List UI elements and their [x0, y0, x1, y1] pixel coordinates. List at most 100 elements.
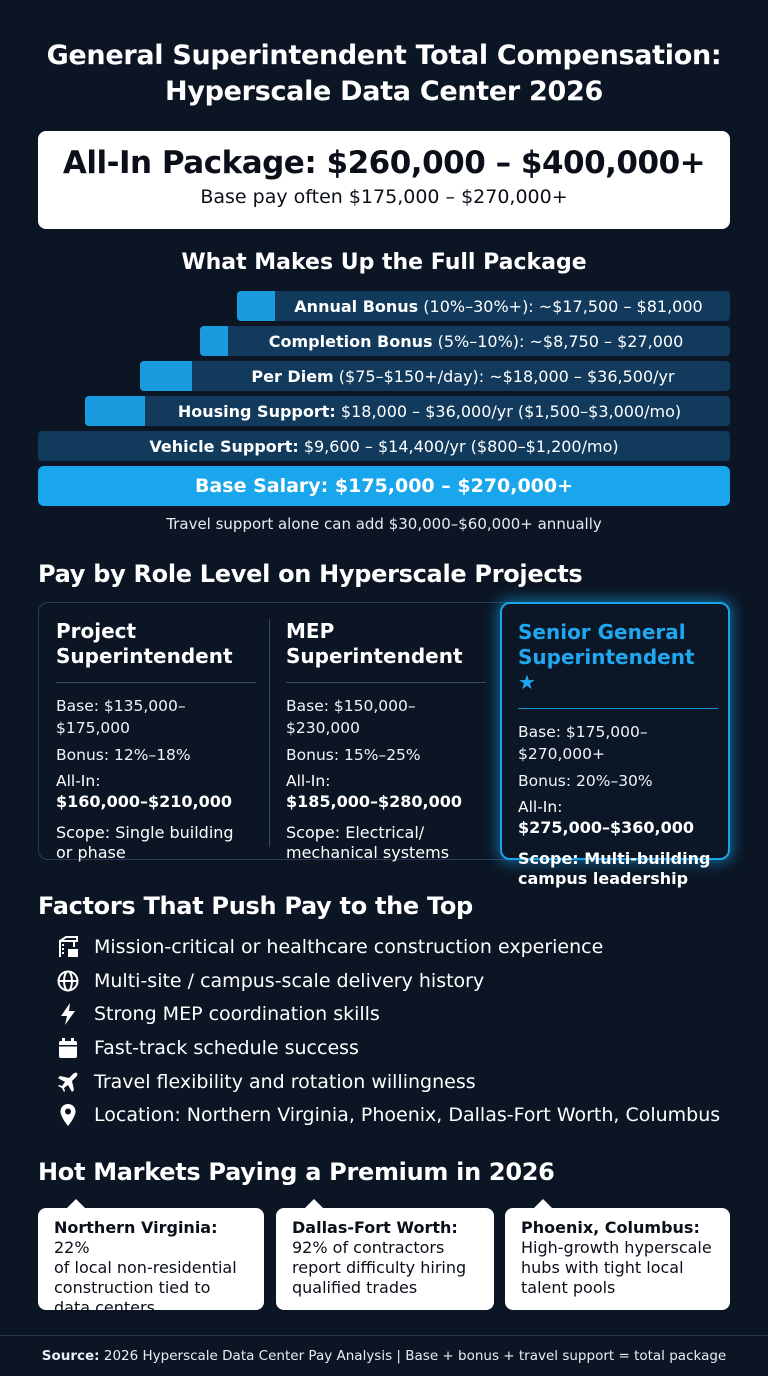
per-diem-bar: Per Diem ($75–$150+/day): ~$18,000 – $36…	[140, 361, 730, 391]
annual-bonus-bar: Annual Bonus (10%–30%+): ~$17,500 – $81,…	[237, 291, 730, 321]
role-card-mep-superintendent: MEP Superintendent Base: $150,000–$230,0…	[286, 603, 486, 862]
role-scope-line: Scope: Electrical/	[286, 823, 425, 842]
role-scope-line: Scope: Multi-building	[518, 849, 711, 868]
calendar-icon	[56, 1036, 80, 1060]
roles-heading: Pay by Role Level on Hyperscale Projects	[38, 560, 583, 588]
role-base: Base: $150,000–$230,000	[286, 697, 416, 737]
factor-text: Multi-site / campus-scale delivery histo…	[94, 970, 485, 992]
page-title-line-2: Hyperscale Data Center 2026	[165, 76, 603, 107]
market-name: Phoenix, Columbus:	[521, 1218, 700, 1237]
bar-detail: $18,000 – $36,000/yr ($1,500–$3,000/mo)	[335, 401, 682, 421]
role-base: Base: $175,000–$270,000+	[518, 723, 648, 763]
role-bonus: Bonus: 12%–18%	[56, 746, 191, 764]
package-base-note: Base pay often $175,000 – $270,000+	[200, 186, 568, 208]
market-line: High-growth hyperscale	[521, 1238, 712, 1257]
footer-divider	[0, 1335, 768, 1336]
market-name: Dallas-Fort Worth:	[292, 1218, 458, 1237]
airplane-icon	[56, 1070, 80, 1094]
factor-item: Location: Northern Virginia, Phoenix, Da…	[56, 1102, 720, 1128]
market-line: data centers	[54, 1298, 155, 1317]
role-title: MEP Superintendent	[286, 619, 486, 669]
role-allin-label: All-In:	[286, 772, 331, 790]
location-pin-icon	[56, 1103, 80, 1127]
role-divider	[518, 708, 718, 709]
completion-bonus-bar: Completion Bonus (5%–10%): ~$8,750 – $27…	[200, 326, 730, 356]
bar-label: Housing Support:	[177, 401, 336, 421]
market-line: 92% of contractors	[292, 1238, 445, 1257]
market-card-northern-virginia: Northern Virginia: 22% of local non-resi…	[38, 1199, 264, 1317]
role-allin-label: All-In:	[518, 798, 563, 816]
market-line: report difficulty hiring	[292, 1258, 467, 1277]
factor-text: Strong MEP coordination skills	[94, 1003, 380, 1025]
role-divider	[56, 682, 256, 683]
vehicle-support-bar: Vehicle Support: $9,600 – $14,400/yr ($8…	[38, 431, 730, 461]
role-bonus: Bonus: 20%–30%	[518, 772, 653, 790]
role-card-project-superintendent: Project Superintendent Base: $135,000–$1…	[56, 603, 256, 862]
role-scope-line: campus leadership	[518, 869, 689, 888]
factor-item: Multi-site / campus-scale delivery histo…	[56, 968, 484, 994]
page-title-line-1: General Superintendent Total Compensatio…	[46, 40, 722, 71]
role-scope: Scope: Single building or phase	[56, 823, 256, 863]
bar-label: Completion Bonus	[268, 331, 433, 351]
role-allin-label: All-In:	[56, 772, 101, 790]
travel-support-note: Travel support alone can add $30,000–$60…	[166, 515, 602, 533]
role-scope-line: or phase	[56, 843, 126, 862]
base-salary-bar: Base Salary: $175,000 – $270,000+	[38, 466, 730, 506]
factor-item: Travel flexibility and rotation willingn…	[56, 1069, 476, 1095]
role-title-line: Project	[56, 619, 137, 643]
crane-icon	[56, 935, 80, 959]
callout-notch	[304, 1199, 324, 1209]
market-card-dallas-fort-worth: Dallas-Fort Worth: 92% of contractors re…	[276, 1199, 494, 1310]
factor-text: Mission-critical or healthcare construct…	[94, 936, 604, 958]
bar-detail: $9,600 – $14,400/yr ($800–$1,200/mo)	[298, 436, 619, 456]
column-divider	[269, 619, 270, 847]
roles-panel: Project Superintendent Base: $135,000–$1…	[38, 602, 730, 862]
role-title-line: Superintendent	[286, 644, 463, 668]
factor-text: Fast-track schedule success	[94, 1037, 359, 1059]
role-title-line: Senior General	[518, 620, 686, 644]
market-name: Northern Virginia:	[54, 1218, 218, 1237]
factors-heading: Factors That Push Pay to the Top	[38, 892, 473, 920]
lightning-icon	[56, 1002, 80, 1026]
bar-detail: (10%–30%+): ~$17,500 – $81,000	[418, 296, 703, 316]
role-title-line: Superintendent	[518, 645, 695, 669]
bar-accent	[237, 291, 275, 321]
markets-heading: Hot Markets Paying a Premium in 2026	[38, 1158, 555, 1186]
housing-support-bar: Housing Support: $18,000 – $36,000/yr ($…	[85, 396, 730, 426]
globe-icon	[56, 969, 80, 993]
role-allin: $160,000–$210,000	[56, 792, 233, 811]
market-line: hubs with tight local	[521, 1258, 684, 1277]
market-line: 22%	[54, 1238, 90, 1257]
page-title: General Superintendent Total Compensatio…	[0, 38, 768, 110]
callout-notch	[533, 1199, 553, 1209]
bar-label: Annual Bonus	[294, 296, 419, 316]
market-line: qualified trades	[292, 1278, 418, 1297]
factor-item: Fast-track schedule success	[56, 1035, 359, 1061]
role-base: Base: $135,000–$175,000	[56, 697, 186, 737]
bar-detail: (5%–10%): ~$8,750 – $27,000	[432, 331, 684, 351]
role-scope-line: Scope: Single building	[56, 823, 234, 842]
bar-label: Per Diem	[251, 366, 334, 386]
market-line: of local non-residential	[54, 1258, 237, 1277]
source-footer: Source: 2026 Hyperscale Data Center Pay …	[0, 1348, 768, 1364]
bar-accent	[85, 396, 145, 426]
factor-item: Mission-critical or healthcare construct…	[56, 934, 603, 960]
role-allin: $275,000–$360,000	[518, 818, 695, 837]
role-title: Senior General Superintendent ★	[518, 620, 718, 695]
role-title-line: Superintendent	[56, 644, 233, 668]
role-scope: Scope: Multi-building campus leadership	[518, 849, 718, 889]
role-scope-line: mechanical systems	[286, 843, 450, 862]
source-label: Source:	[41, 1348, 100, 1364]
bar-label: Vehicle Support:	[149, 436, 299, 456]
bar-accent	[140, 361, 192, 391]
factor-item: Strong MEP coordination skills	[56, 1001, 380, 1027]
factor-text: Travel flexibility and rotation willingn…	[94, 1071, 476, 1093]
components-heading: What Makes Up the Full Package	[181, 250, 587, 275]
role-divider	[286, 682, 486, 683]
package-headline: All-In Package: $260,000 – $400,000+	[62, 145, 706, 181]
role-bonus: Bonus: 15%–25%	[286, 746, 421, 764]
bar-accent	[200, 326, 228, 356]
role-title-line: MEP	[286, 619, 335, 643]
role-scope: Scope: Electrical/ mechanical systems	[286, 823, 486, 863]
market-line: construction tied to	[54, 1278, 211, 1297]
